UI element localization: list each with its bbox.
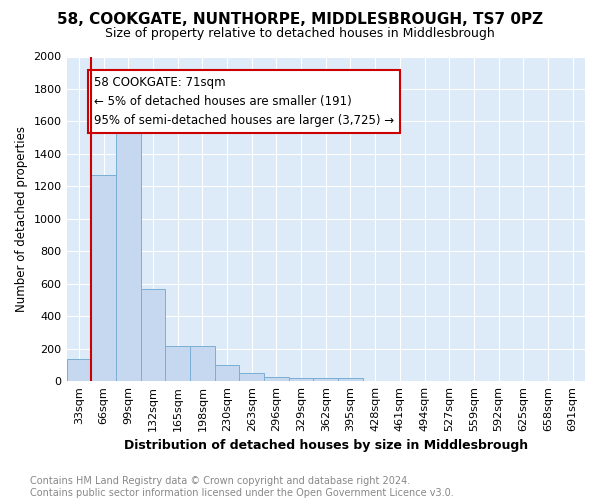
Bar <box>215 366 239 381</box>
Bar <box>289 378 313 381</box>
Bar <box>91 175 116 381</box>
Bar <box>190 346 215 381</box>
Text: 58, COOKGATE, NUNTHORPE, MIDDLESBROUGH, TS7 0PZ: 58, COOKGATE, NUNTHORPE, MIDDLESBROUGH, … <box>57 12 543 28</box>
Bar <box>116 127 140 381</box>
Text: Size of property relative to detached houses in Middlesbrough: Size of property relative to detached ho… <box>105 28 495 40</box>
Text: Contains HM Land Registry data © Crown copyright and database right 2024.
Contai: Contains HM Land Registry data © Crown c… <box>30 476 454 498</box>
Bar <box>140 290 165 381</box>
X-axis label: Distribution of detached houses by size in Middlesbrough: Distribution of detached houses by size … <box>124 440 528 452</box>
Bar <box>67 359 91 381</box>
Text: 58 COOKGATE: 71sqm
← 5% of detached houses are smaller (191)
95% of semi-detache: 58 COOKGATE: 71sqm ← 5% of detached hous… <box>94 76 394 127</box>
Bar <box>313 378 338 381</box>
Bar <box>338 378 363 381</box>
Bar <box>165 346 190 381</box>
Y-axis label: Number of detached properties: Number of detached properties <box>15 126 28 312</box>
Bar <box>239 373 264 381</box>
Bar <box>264 377 289 381</box>
